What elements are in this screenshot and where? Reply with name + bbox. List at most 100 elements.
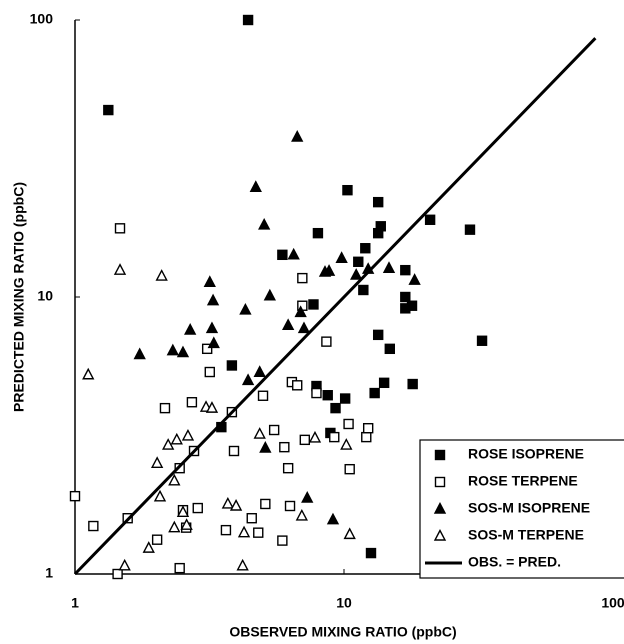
data-point (259, 441, 272, 453)
data-point (301, 491, 314, 503)
data-point (361, 431, 372, 443)
y-tick-label: 100 (30, 11, 54, 27)
data-point (236, 558, 249, 571)
data-point (206, 293, 220, 306)
data-point (321, 336, 332, 347)
data-point (318, 265, 332, 277)
data-point (400, 264, 411, 276)
data-point (260, 498, 271, 510)
legend-label: SOS-M ISOPRENE (468, 500, 590, 516)
data-point (150, 456, 164, 468)
legend-label: ROSE ISOPRENE (468, 446, 584, 462)
data-point (294, 305, 307, 318)
data-point (299, 434, 311, 446)
data-point (192, 502, 203, 514)
data-point (291, 130, 304, 142)
data-point (228, 445, 240, 457)
data-point (174, 562, 185, 574)
data-point (162, 438, 175, 450)
data-point (308, 430, 322, 443)
data-point (133, 347, 146, 360)
data-point (114, 223, 126, 234)
data-point (343, 418, 354, 430)
data-point (326, 512, 340, 525)
data-point (308, 299, 319, 310)
data-point (118, 558, 131, 571)
identity-line (73, 37, 597, 576)
data-point (176, 505, 190, 518)
data-point (229, 498, 243, 511)
y-tick-label: 10 (37, 288, 53, 304)
legend-label: SOS-M TERPENE (468, 527, 584, 543)
data-point (168, 473, 181, 486)
data-point (335, 251, 348, 263)
data-point (350, 268, 363, 280)
data-point (242, 14, 254, 26)
data-point (168, 520, 181, 533)
data-point (170, 432, 183, 445)
data-point (204, 366, 215, 378)
legend-box (419, 439, 624, 579)
data-point (153, 489, 167, 502)
data-point (344, 463, 355, 475)
data-point (142, 541, 155, 553)
data-point (384, 343, 396, 355)
data-point (201, 343, 213, 355)
data-point (375, 221, 386, 232)
data-point (186, 397, 198, 408)
data-point (281, 318, 295, 331)
data-point (151, 534, 163, 545)
data-point (279, 441, 290, 453)
data-point (113, 263, 127, 275)
data-point (253, 365, 266, 377)
legend-label: ROSE TERPENE (468, 473, 578, 489)
data-point (360, 243, 371, 254)
legend-marker (434, 476, 446, 488)
data-point (297, 272, 308, 284)
data-point (297, 321, 311, 334)
data-point (237, 525, 251, 538)
data-point (295, 508, 308, 521)
data-point (408, 273, 421, 285)
data-point (400, 291, 411, 303)
data-point (246, 513, 257, 524)
data-point (424, 214, 436, 225)
data-point (155, 269, 168, 281)
data-point (382, 261, 396, 273)
data-point (311, 387, 322, 399)
data-point (207, 336, 220, 349)
legend-marker (434, 449, 446, 461)
data-point (166, 343, 179, 356)
data-point (241, 373, 255, 386)
data-point (358, 284, 369, 296)
data-point (239, 302, 252, 315)
data-point (372, 329, 384, 341)
x-axis-title: OBSERVED MIXING RATIO (ppbC) (229, 624, 456, 640)
data-point (181, 428, 195, 441)
data-point (184, 323, 197, 335)
legend-marker (433, 501, 447, 514)
data-point (340, 438, 353, 450)
data-point (329, 431, 340, 443)
y-axis-title: PREDICTED MIXING RATIO (ppbC) (11, 182, 27, 412)
data-point (203, 275, 216, 287)
data-point (476, 335, 488, 346)
y-tick-label: 1 (45, 565, 53, 581)
data-point (343, 527, 356, 540)
x-tick-label: 10 (336, 595, 352, 611)
data-point (103, 104, 114, 116)
data-point (464, 224, 476, 235)
data-point (69, 490, 81, 502)
data-point (277, 535, 288, 546)
data-point (407, 378, 418, 390)
data-point (284, 500, 296, 512)
legend-marker (433, 528, 447, 541)
data-point (406, 300, 418, 311)
x-tick-label: 100 (601, 595, 624, 611)
data-point (378, 377, 390, 389)
data-point (249, 180, 262, 192)
data-point (112, 568, 123, 580)
data-point (292, 380, 303, 391)
data-point (82, 367, 95, 380)
